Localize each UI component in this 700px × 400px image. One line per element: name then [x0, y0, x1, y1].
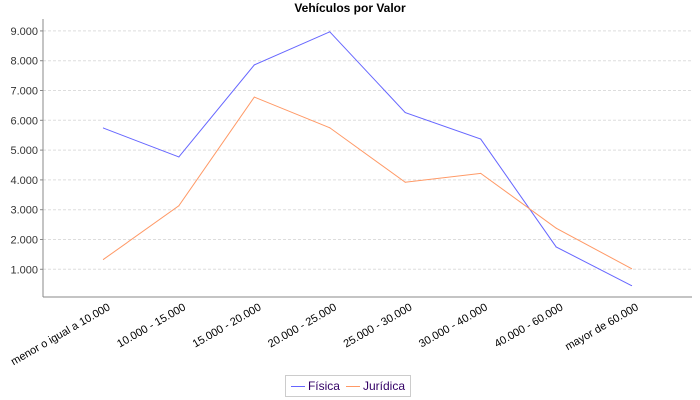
y-tick-label: 5.000 — [10, 145, 38, 157]
data-point — [102, 127, 104, 129]
x-tick-label: 25.000 - 30.000 — [342, 301, 415, 350]
x-tick-label: 15.000 - 20.000 — [191, 301, 264, 350]
data-point — [480, 138, 482, 140]
chart-title: Vehículos por Valor — [294, 1, 406, 15]
legend-label-fisica: Física — [307, 379, 340, 393]
data-point — [178, 156, 180, 158]
y-tick-label: 4.000 — [10, 175, 38, 187]
data-point — [178, 205, 180, 207]
data-point — [329, 127, 331, 129]
data-point — [631, 268, 633, 270]
legend: Física Jurídica — [285, 375, 411, 397]
x-tick-label: 30.000 - 40.000 — [417, 301, 490, 350]
x-tick-label: mayor de 60.000 — [563, 301, 641, 353]
data-point — [631, 285, 633, 287]
legend-item-fisica: Física — [290, 379, 340, 393]
data-point — [404, 112, 406, 114]
legend-label-juridica: Jurídica — [362, 379, 406, 393]
x-tick-label: menor o igual a 10.000 — [9, 301, 112, 368]
legend-swatch-fisica — [290, 385, 305, 387]
data-point — [253, 64, 255, 66]
data-point — [102, 258, 104, 260]
x-tick-label: 20.000 - 25.000 — [266, 301, 339, 350]
data-point — [329, 31, 331, 33]
y-tick-label: 9.000 — [10, 26, 38, 38]
legend-swatch-juridica — [345, 385, 360, 387]
x-tick-label: 10.000 - 15.000 — [115, 301, 188, 350]
data-point — [555, 246, 557, 248]
series-line-juridica — [103, 96, 632, 270]
data-point — [480, 172, 482, 174]
y-tick-label: 3.000 — [10, 205, 38, 217]
data-point — [555, 227, 557, 229]
data-point — [253, 96, 255, 98]
y-tick-label: 8.000 — [10, 56, 38, 68]
y-tick-label: 7.000 — [10, 86, 38, 98]
y-tick-label: 1.000 — [10, 264, 38, 276]
x-tick-label: 40.000 - 60.000 — [493, 301, 566, 350]
data-point — [404, 181, 406, 183]
legend-item-juridica: Jurídica — [345, 379, 406, 393]
y-tick-label: 2.000 — [10, 234, 38, 246]
series-line-fisica — [103, 31, 632, 287]
y-tick-label: 6.000 — [10, 115, 38, 127]
